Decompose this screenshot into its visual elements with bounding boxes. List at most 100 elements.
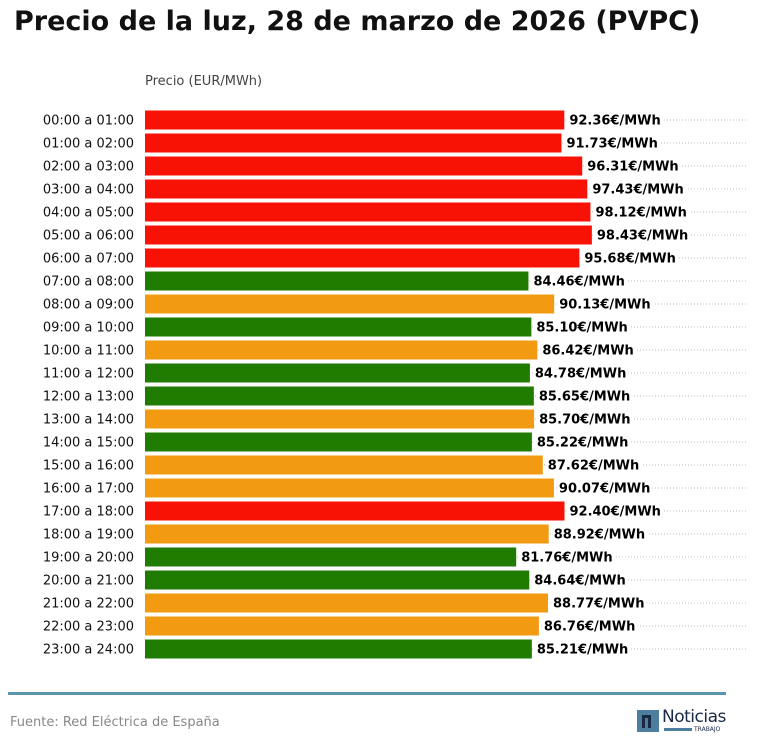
category-label: 23:00 a 24:00 bbox=[43, 643, 134, 658]
category-label: 10:00 a 11:00 bbox=[43, 344, 134, 359]
category-label: 15:00 a 16:00 bbox=[43, 459, 134, 474]
logo-bar bbox=[664, 728, 692, 731]
logo-sub: TRABAJO bbox=[694, 726, 721, 733]
source-text: Fuente: Red Eléctrica de España bbox=[10, 715, 220, 730]
bar bbox=[145, 225, 592, 245]
data-label: 85.21€/MWh bbox=[537, 643, 628, 658]
data-label: 84.46€/MWh bbox=[533, 275, 624, 290]
bar bbox=[145, 202, 591, 222]
label-background bbox=[567, 113, 663, 129]
label-background bbox=[551, 527, 648, 543]
category-label: 07:00 a 08:00 bbox=[43, 275, 134, 290]
bar bbox=[145, 409, 535, 429]
label-background bbox=[582, 251, 678, 267]
category-label: 11:00 a 12:00 bbox=[43, 367, 134, 382]
category-label: 08:00 a 09:00 bbox=[43, 298, 134, 313]
footer-divider bbox=[8, 692, 726, 695]
label-background bbox=[593, 205, 689, 221]
label-background bbox=[541, 619, 638, 635]
bar bbox=[145, 639, 532, 659]
label-background bbox=[540, 343, 636, 359]
label-background bbox=[585, 159, 681, 175]
label-background bbox=[537, 412, 633, 428]
label-background bbox=[534, 435, 631, 451]
bar bbox=[145, 386, 534, 406]
data-label: 88.77€/MWh bbox=[553, 597, 644, 612]
logo-icon bbox=[637, 710, 659, 732]
data-label: 81.76€/MWh bbox=[521, 551, 612, 566]
category-label: 14:00 a 15:00 bbox=[43, 436, 134, 451]
bar bbox=[145, 593, 549, 613]
bar bbox=[145, 294, 555, 314]
bar bbox=[145, 156, 583, 176]
bar bbox=[145, 616, 539, 636]
label-background bbox=[564, 136, 660, 152]
data-label: 98.12€/MWh bbox=[595, 206, 686, 221]
category-label: 03:00 a 04:00 bbox=[43, 183, 134, 198]
bar bbox=[145, 340, 538, 360]
data-label: 96.31€/MWh bbox=[587, 160, 678, 175]
data-label: 95.68€/MWh bbox=[584, 252, 675, 267]
category-label: 12:00 a 13:00 bbox=[43, 390, 134, 405]
label-background bbox=[531, 274, 627, 290]
bar bbox=[145, 455, 543, 475]
data-label: 92.36€/MWh bbox=[569, 114, 660, 129]
data-label: 84.78€/MWh bbox=[535, 367, 626, 382]
bar bbox=[145, 547, 517, 567]
category-label: 01:00 a 02:00 bbox=[43, 137, 134, 152]
bar bbox=[145, 570, 530, 590]
label-background bbox=[532, 366, 629, 382]
bar bbox=[145, 478, 554, 498]
label-background bbox=[545, 458, 642, 474]
category-label: 22:00 a 23:00 bbox=[43, 620, 134, 635]
category-label: 20:00 a 21:00 bbox=[43, 574, 134, 589]
noticias-trabajo-logo: Noticias TRABAJO bbox=[637, 707, 729, 735]
category-label: 09:00 a 10:00 bbox=[43, 321, 134, 336]
category-label: 19:00 a 20:00 bbox=[43, 551, 134, 566]
data-label: 97.43€/MWh bbox=[592, 183, 683, 198]
category-label: 18:00 a 19:00 bbox=[43, 528, 134, 543]
label-background bbox=[532, 573, 628, 589]
data-label: 88.92€/MWh bbox=[554, 528, 645, 543]
bar bbox=[145, 179, 588, 199]
label-background bbox=[556, 481, 653, 497]
bar bbox=[145, 133, 562, 153]
data-label: 92.40€/MWh bbox=[569, 505, 660, 520]
label-background bbox=[534, 642, 631, 658]
label-background bbox=[519, 550, 615, 566]
data-label: 87.62€/MWh bbox=[548, 459, 639, 474]
category-label: 16:00 a 17:00 bbox=[43, 482, 134, 497]
label-background bbox=[536, 389, 633, 405]
category-label: 02:00 a 03:00 bbox=[43, 160, 134, 175]
bar-chart: 92.36€/MWh 00:00 a 01:00 91.73€/MWh 01:00 a… bbox=[43, 110, 748, 659]
axis-label: Precio (EUR/MWh) bbox=[145, 74, 263, 89]
label-background bbox=[534, 320, 630, 336]
data-label: 86.76€/MWh bbox=[544, 620, 635, 635]
bar bbox=[145, 110, 565, 130]
bar bbox=[145, 432, 532, 452]
label-background bbox=[567, 504, 663, 520]
category-label: 04:00 a 05:00 bbox=[43, 206, 134, 221]
label-background bbox=[551, 596, 647, 612]
bar bbox=[145, 248, 580, 268]
bar bbox=[145, 317, 532, 337]
data-label: 91.73€/MWh bbox=[566, 137, 657, 152]
data-label: 90.07€/MWh bbox=[559, 482, 650, 497]
data-label: 85.10€/MWh bbox=[536, 321, 627, 336]
data-label: 85.70€/MWh bbox=[539, 413, 630, 428]
category-label: 00:00 a 01:00 bbox=[43, 114, 134, 129]
label-background bbox=[590, 182, 686, 198]
category-label: 21:00 a 22:00 bbox=[43, 597, 134, 612]
data-label: 85.22€/MWh bbox=[537, 436, 628, 451]
category-label: 06:00 a 07:00 bbox=[43, 252, 134, 267]
data-label: 90.13€/MWh bbox=[559, 298, 650, 313]
logo-name: Noticias bbox=[662, 707, 726, 727]
category-label: 13:00 a 14:00 bbox=[43, 413, 134, 428]
data-label: 86.42€/MWh bbox=[542, 344, 633, 359]
bar bbox=[145, 363, 530, 383]
bar bbox=[145, 501, 565, 521]
category-label: 17:00 a 18:00 bbox=[43, 505, 134, 520]
data-label: 98.43€/MWh bbox=[597, 229, 688, 244]
bar bbox=[145, 271, 529, 291]
